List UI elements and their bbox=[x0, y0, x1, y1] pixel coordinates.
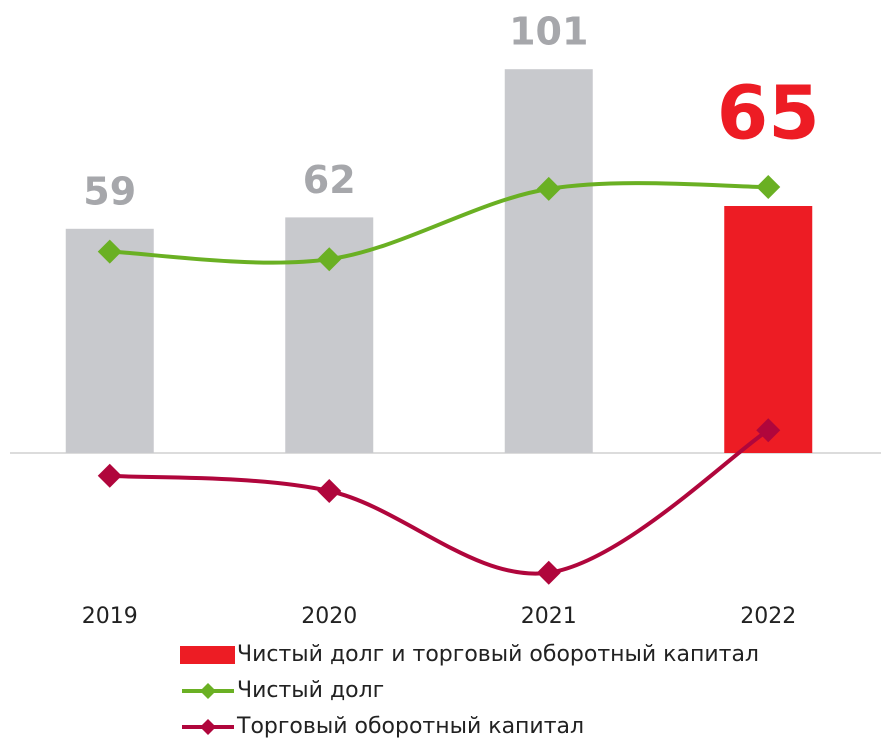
bar-value-label: 101 bbox=[509, 10, 588, 54]
line bbox=[109, 428, 770, 576]
x-tick-label: 2019 bbox=[82, 604, 138, 629]
legend-marker bbox=[200, 719, 216, 735]
line-marker bbox=[756, 175, 781, 199]
x-tick-label: 2022 bbox=[740, 604, 796, 629]
line-marker bbox=[536, 560, 561, 585]
bar-value-label: 62 bbox=[303, 158, 356, 202]
legend-label: Чистый долг и торговый оборотный капитал bbox=[237, 642, 759, 667]
bar-value-label: 65 bbox=[717, 71, 820, 157]
bar bbox=[724, 206, 813, 453]
legend-label: Чистый долг bbox=[237, 678, 384, 703]
line-marker bbox=[317, 479, 342, 503]
line-marker bbox=[317, 247, 342, 272]
line-marker bbox=[536, 176, 561, 201]
legend-label: Торговый оборотный капитал bbox=[236, 714, 584, 739]
line-marker bbox=[97, 239, 122, 264]
x-tick-label: 2021 bbox=[521, 604, 577, 629]
line bbox=[109, 181, 769, 265]
x-tick-label: 2020 bbox=[301, 604, 357, 629]
bar bbox=[65, 228, 154, 453]
bar-value-label: 59 bbox=[83, 169, 136, 213]
legend-marker bbox=[200, 683, 216, 699]
bar bbox=[504, 69, 593, 453]
line-marker bbox=[97, 463, 122, 488]
legend-swatch bbox=[180, 646, 235, 664]
line-marker bbox=[756, 418, 781, 443]
